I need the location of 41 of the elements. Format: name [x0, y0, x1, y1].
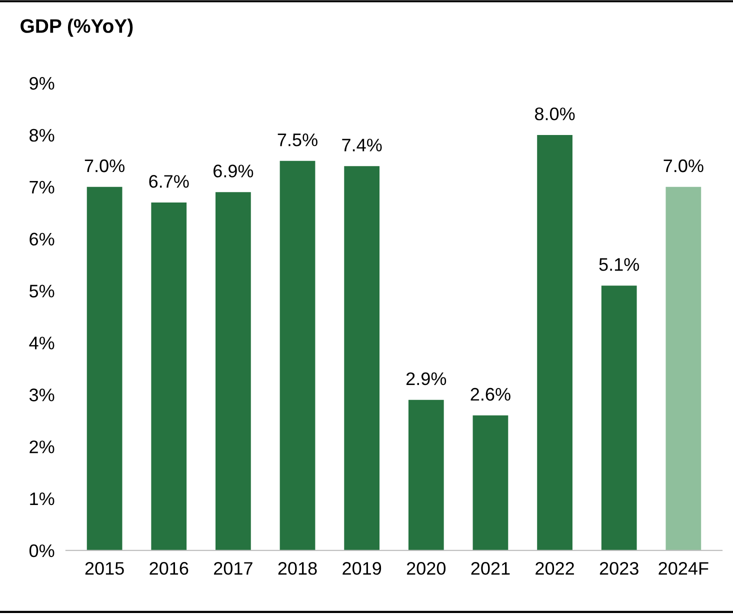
x-tick-label: 2018 — [278, 562, 317, 575]
bar — [344, 166, 380, 550]
x-tick-label: 2021 — [471, 562, 510, 575]
data-label: 7.4% — [342, 138, 382, 152]
data-label: 2.6% — [470, 388, 510, 401]
data-label: 6.7% — [149, 175, 189, 188]
bar — [86, 186, 122, 550]
bar — [216, 192, 251, 550]
x-tick-label: 2024F — [658, 562, 708, 575]
x-tick-label: 2023 — [600, 562, 638, 575]
data-label: 5.1% — [599, 258, 640, 271]
data-label: 6.9% — [214, 164, 254, 178]
data-label: 7.0% — [664, 159, 704, 172]
data-label: 8.0% — [534, 107, 575, 120]
y-tick-label: 3% — [29, 388, 54, 402]
y-tick-label: 2% — [30, 440, 54, 454]
bar — [280, 160, 316, 550]
bar — [666, 186, 702, 550]
data-label: 2.9% — [406, 372, 446, 386]
bar — [408, 400, 444, 550]
y-tick-label: 5% — [29, 284, 54, 298]
x-tick-label: 2017 — [214, 562, 252, 575]
y-tick-label: 0% — [29, 544, 54, 558]
x-tick-label: 2022 — [536, 562, 574, 575]
y-tick-label: 9% — [30, 76, 54, 90]
data-label: 7.0% — [84, 159, 124, 172]
y-tick-label: 4% — [29, 336, 54, 350]
x-tick-label: 2015 — [85, 562, 124, 575]
x-tick-label: 2019 — [342, 562, 382, 575]
y-tick-label: 1% — [30, 492, 54, 506]
x-tick-label: 2020 — [406, 562, 446, 575]
bar — [151, 202, 187, 550]
x-tick-label: 2016 — [150, 562, 188, 575]
bar — [601, 286, 637, 550]
bar — [472, 415, 508, 550]
bar — [537, 134, 572, 550]
y-tick-label: 8% — [30, 128, 54, 142]
chart-title: GDP (%YoY) — [20, 18, 133, 37]
y-tick-label: 7% — [30, 180, 54, 194]
data-label: 7.5% — [278, 134, 318, 146]
y-tick-label: 6% — [30, 232, 54, 246]
